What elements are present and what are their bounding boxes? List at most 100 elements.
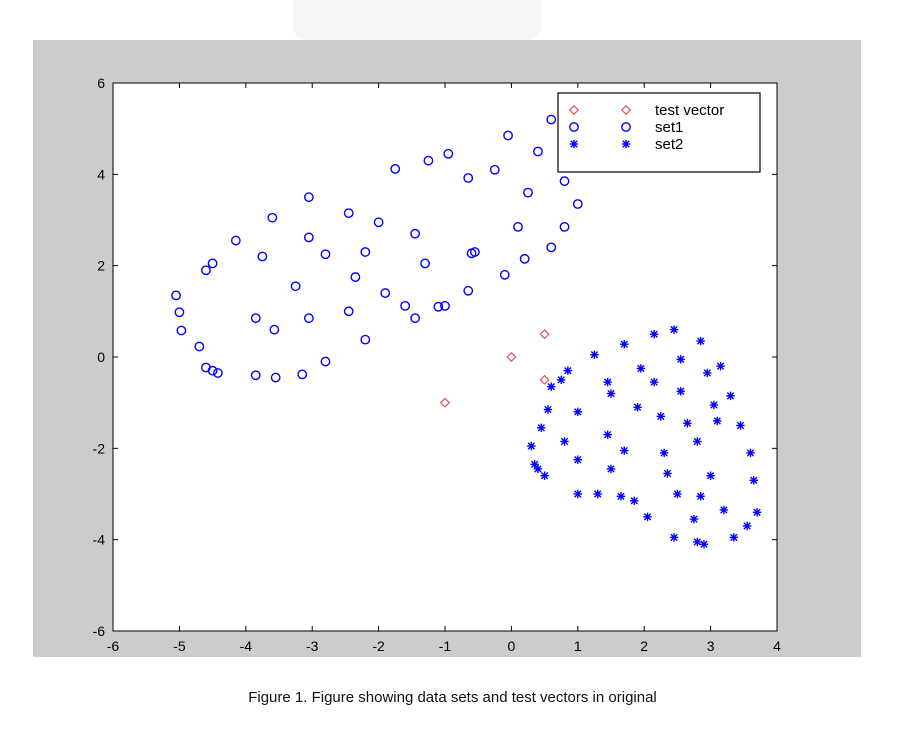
axes	[112, 82, 778, 632]
set2-point	[659, 448, 669, 458]
set1-point	[513, 221, 523, 232]
legend-marker-right	[621, 139, 631, 149]
set2-point	[693, 437, 702, 446]
set2-point	[726, 391, 735, 401]
set1-point	[420, 258, 430, 269]
set2-point	[693, 537, 702, 547]
set2-point	[719, 505, 729, 515]
set2-point	[636, 364, 646, 373]
set1-point	[559, 176, 570, 187]
x-tick-label: 4	[773, 638, 781, 654]
set2-point	[643, 512, 652, 522]
set1-point	[303, 313, 314, 324]
set1-point	[559, 221, 570, 232]
set1-point	[250, 370, 261, 381]
series-test-vector	[439, 329, 550, 408]
set2-point	[540, 471, 549, 480]
x-tick-label: 0	[508, 638, 516, 654]
set1-point	[270, 372, 281, 383]
set2-point	[649, 329, 659, 339]
set1-point	[207, 365, 218, 376]
set1-point	[489, 164, 500, 175]
set1-point	[213, 368, 223, 378]
set1-point	[320, 356, 331, 367]
set2-point	[630, 496, 639, 506]
set1-point	[373, 217, 384, 228]
background-tab	[293, 0, 541, 40]
legend-label: set2	[655, 136, 683, 153]
set2-point	[729, 533, 739, 542]
x-tick-label: -2	[372, 638, 385, 654]
y-tick-label: 2	[97, 258, 105, 274]
legend-marker-right	[620, 104, 632, 116]
set2-point	[749, 476, 758, 485]
set1-point	[343, 306, 354, 317]
set2-point	[713, 416, 722, 426]
set1-point	[343, 208, 354, 219]
set1-point	[269, 324, 280, 335]
ticks: -6 -5 -4 -3 -2 -1 0 1 2 3 4 -6 -4 -2 0 2 4 6	[93, 75, 782, 654]
set2-point	[663, 469, 672, 478]
set1-point	[257, 251, 268, 262]
set1-point	[350, 272, 361, 282]
set1-point	[303, 232, 314, 243]
x-tick-label: 2	[640, 638, 648, 654]
set1-point	[523, 187, 533, 198]
set2-point	[537, 423, 546, 432]
set1-point	[303, 192, 314, 203]
set1-point	[174, 307, 185, 318]
set1-point	[390, 163, 401, 174]
set1-point	[572, 199, 583, 209]
set2-point	[573, 455, 582, 464]
set2-point	[620, 340, 629, 349]
set2-point	[656, 412, 665, 421]
series-set2	[527, 325, 762, 549]
set1-point	[443, 148, 454, 159]
set1-point	[400, 300, 411, 311]
test-vector-point	[506, 351, 517, 363]
x-tick-label: -4	[240, 638, 253, 654]
set1-point	[207, 258, 218, 269]
y-tick-label: -6	[93, 623, 106, 639]
test-vector-point	[439, 397, 451, 408]
set1-point	[176, 325, 187, 336]
set1-point	[469, 247, 480, 257]
legend-label: test vector	[655, 102, 724, 119]
set1-point	[201, 265, 211, 276]
set2-point	[593, 489, 602, 499]
set2-point	[676, 387, 685, 396]
legend-marker-left	[569, 139, 579, 149]
set1-point	[194, 341, 205, 352]
x-tick-label: -3	[306, 638, 319, 654]
set2-point	[649, 377, 659, 387]
set2-point	[746, 448, 755, 458]
legend-marker-right	[621, 122, 631, 132]
set2-point	[573, 407, 582, 416]
set2-point	[673, 489, 682, 499]
set1-point	[297, 369, 308, 380]
set2-point	[563, 366, 573, 375]
set2-point	[669, 325, 679, 334]
test-vector-point	[539, 374, 550, 385]
set2-point	[547, 382, 556, 391]
y-tick-label: 4	[97, 166, 105, 182]
set1-point	[320, 249, 331, 260]
set2-point	[533, 464, 543, 474]
set2-point	[736, 421, 745, 430]
y-tick-label: -2	[93, 440, 106, 456]
x-tick-label: 1	[574, 638, 582, 654]
set1-point	[463, 285, 474, 296]
y-tick-label: 0	[97, 349, 105, 365]
x-tick-label: -5	[173, 638, 186, 654]
set1-point	[360, 247, 371, 257]
legend-box	[557, 92, 761, 173]
y-tick-label: -4	[93, 532, 106, 548]
set2-point	[689, 514, 699, 524]
set2-point	[669, 533, 679, 542]
set2-point	[620, 446, 629, 455]
set2-point	[696, 336, 705, 346]
set2-point	[560, 437, 569, 446]
set2-point	[709, 400, 719, 410]
set2-point	[703, 368, 712, 378]
